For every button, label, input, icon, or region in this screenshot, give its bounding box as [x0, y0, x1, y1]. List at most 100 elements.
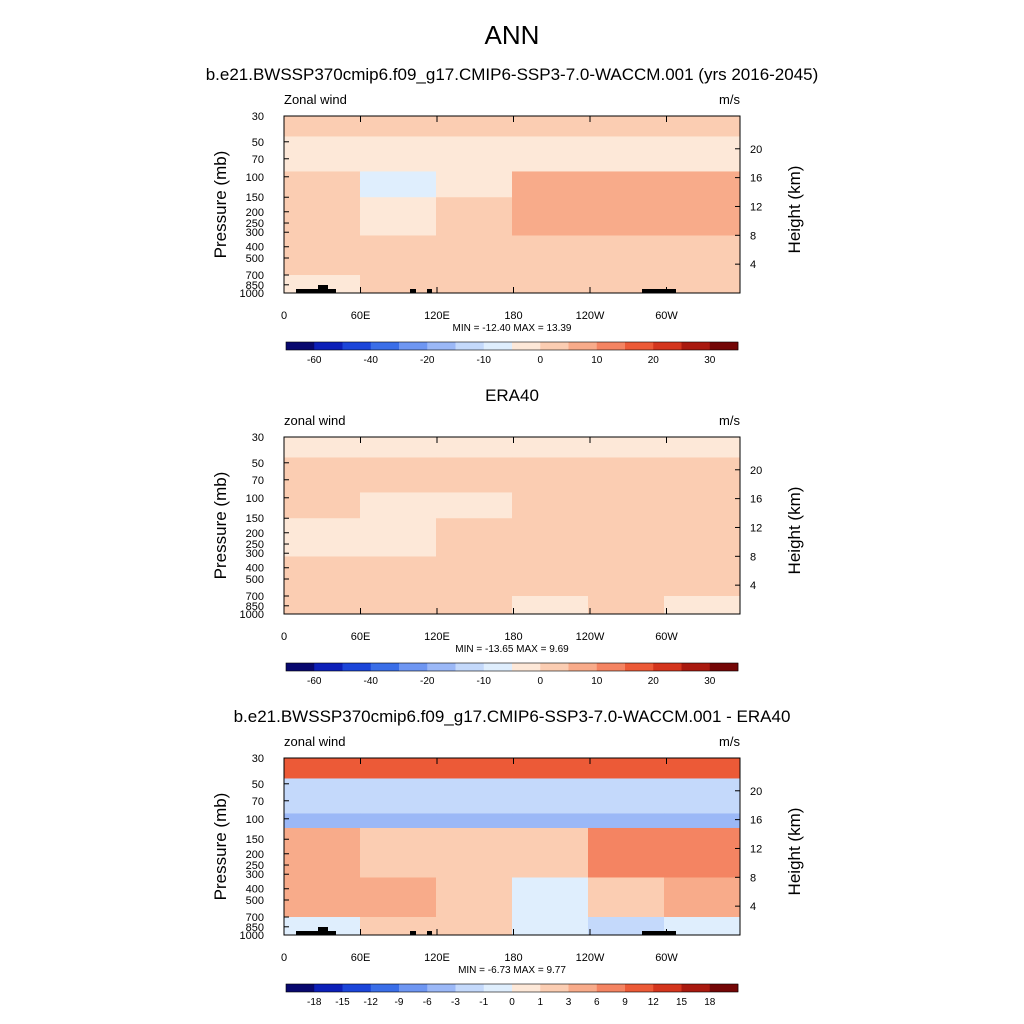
colorbar-label: -3: [451, 997, 460, 1008]
heatmap-cell: [664, 813, 741, 829]
height-tick-label: 8: [750, 551, 756, 563]
y-tick-label: 500: [246, 253, 264, 265]
topography-mask: [318, 927, 328, 931]
heatmap-cell: [588, 827, 665, 878]
heatmap-cell: [588, 518, 665, 557]
heatmap-cell: [588, 274, 665, 294]
colorbar-swatch: [483, 663, 513, 671]
heatmap-cell: [588, 457, 665, 493]
colorbar-label: -40: [364, 355, 379, 366]
y-tick-label: 400: [246, 884, 264, 896]
y-tick-label: 300: [246, 869, 264, 881]
x-tick-label: 60W: [655, 952, 678, 964]
heatmap-cell: [512, 778, 589, 814]
y-tick-label: 700: [246, 912, 264, 924]
colorbar-label: 20: [648, 676, 660, 687]
heatmap-cell: [284, 457, 361, 493]
variable-label: Zonal wind: [284, 92, 347, 107]
y-tick-label: 700: [246, 591, 264, 603]
heatmap-cell: [436, 437, 513, 458]
heatmap-cell: [360, 457, 437, 493]
y-tick-label: 30: [252, 753, 264, 765]
heatmap-cell: [512, 518, 589, 557]
heatmap-cell: [360, 171, 437, 198]
heatmap-cell: [436, 778, 513, 814]
heatmap-cell: [512, 758, 589, 779]
heatmap-cell: [436, 827, 513, 878]
colorbar-swatch: [427, 342, 456, 350]
x-tick-label: 180: [504, 631, 522, 643]
colorbar-swatch: [314, 342, 343, 350]
colorbar-label: 1: [537, 997, 543, 1008]
y-tick-label: 50: [252, 137, 264, 149]
heatmap-cell: [436, 274, 513, 294]
heatmap-cell: [664, 197, 741, 236]
heatmap-cell: [436, 813, 513, 829]
heatmap-cell: [588, 171, 665, 198]
colorbar-label: 12: [648, 997, 660, 1008]
colorbar-label: 30: [704, 355, 716, 366]
colorbar-swatch: [455, 984, 485, 992]
height-tick-label: 12: [750, 201, 762, 213]
heatmap-cell: [664, 758, 741, 779]
colorbar-swatch: [681, 342, 711, 350]
colorbar-swatch: [314, 663, 343, 671]
heatmap-cell: [360, 778, 437, 814]
units-label: m/s: [719, 413, 740, 428]
heatmap-cell: [284, 813, 361, 829]
heatmap-cell: [588, 916, 665, 936]
heatmap-cell: [360, 595, 437, 615]
y-tick-label: 50: [252, 458, 264, 470]
y-tick-label: 250: [246, 860, 264, 872]
heatmap-cell: [588, 116, 665, 137]
colorbar-swatch: [399, 342, 428, 350]
colorbar-label: 0: [509, 997, 515, 1008]
units-label: m/s: [719, 92, 740, 107]
heatmap-cell: [512, 595, 589, 615]
y-tick-label: 100: [246, 493, 264, 505]
height-tick-label: 20: [750, 465, 762, 477]
y-tick-label: 150: [246, 192, 264, 204]
x-tick-label: 60W: [655, 310, 678, 322]
heatmap-cell: [284, 116, 361, 137]
height-tick-label: 4: [750, 901, 756, 913]
colorbar-label: 6: [594, 997, 600, 1008]
colorbar-label: 0: [537, 676, 543, 687]
colorbar-swatch: [653, 342, 682, 350]
colorbar-swatch: [483, 342, 513, 350]
x-tick-label: 60E: [351, 952, 371, 964]
y-tick-label: 250: [246, 218, 264, 230]
height-tick-label: 16: [750, 494, 762, 506]
topography-mask: [642, 931, 676, 935]
height-tick-label: 16: [750, 815, 762, 827]
colorbar-swatch: [286, 663, 315, 671]
heatmap-cell: [512, 437, 589, 458]
y-tick-label: 1000: [240, 609, 264, 621]
heatmap-cell: [512, 197, 589, 236]
heatmap-cell: [512, 274, 589, 294]
y-tick-label: 250: [246, 539, 264, 551]
colorbar-swatch: [596, 663, 626, 671]
subplot-title: ERA40: [485, 386, 539, 405]
heatmap-cell: [284, 235, 361, 276]
y-tick-label: 500: [246, 574, 264, 586]
heatmap-cell: [360, 556, 437, 597]
y-tick-label: 150: [246, 513, 264, 525]
colorbar-label: 3: [566, 997, 572, 1008]
colorbar-label: -6: [423, 997, 432, 1008]
heatmap-cell: [588, 197, 665, 236]
heatmap-cell: [436, 457, 513, 493]
heatmap-cell: [664, 492, 741, 519]
topography-mask: [296, 289, 336, 293]
colorbar-label: -10: [477, 676, 492, 687]
y-axis-title: Pressure (mb): [211, 793, 230, 901]
heatmap-cell: [436, 877, 513, 918]
heatmap-cell: [360, 116, 437, 137]
y-tick-label: 300: [246, 227, 264, 239]
colorbar-swatch: [681, 984, 711, 992]
colorbar-swatch: [540, 984, 569, 992]
plot-frame: [283, 757, 741, 936]
y-axis-title: Pressure (mb): [211, 472, 230, 580]
topography-mask: [296, 931, 336, 935]
colorbar-label: 9: [622, 997, 628, 1008]
